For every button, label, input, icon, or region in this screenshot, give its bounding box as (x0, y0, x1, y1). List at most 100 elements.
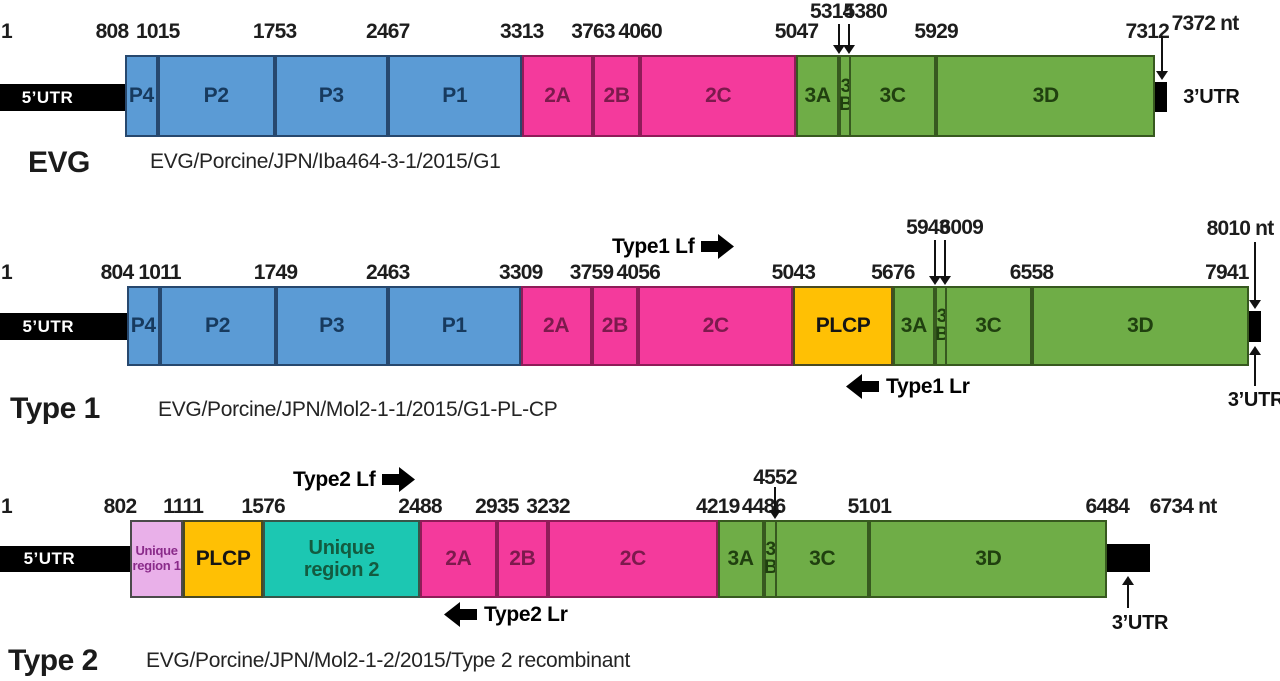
segment-3D: 3D (936, 55, 1156, 137)
segment-2A: 2A (419, 520, 497, 598)
primer-arrow-right-icon (701, 234, 735, 259)
primer-label: Type2 Lr (484, 602, 568, 626)
pointer-arrow-4552 (769, 487, 781, 519)
segment-P2: P2 (157, 55, 275, 137)
pointer-tick-6009: 6009 (939, 216, 983, 239)
segment-P1: P1 (387, 286, 521, 366)
utr3-label: 3’UTR (1111, 612, 1169, 634)
segment-2C: 2C (640, 55, 797, 137)
tick-3309: 3309 (499, 261, 543, 284)
segment-3C: 3C (849, 55, 937, 137)
strain-name-evg: EVG/Porcine/JPN/Iba464-3-1/2015/G1 (150, 150, 501, 173)
utr5-label: 5’UTR (23, 549, 76, 568)
tick-4056: 4056 (616, 261, 660, 284)
pointer-tick-5314: 5314 (809, 0, 854, 23)
utr5-bar (0, 313, 133, 340)
pointer-tick-5380: 5380 (843, 0, 887, 23)
tick-1753: 1753 (252, 20, 297, 43)
tick-808: 808 (95, 20, 129, 43)
segment-label: Unique region 1 (132, 543, 181, 573)
segment-P4: P4 (125, 55, 158, 137)
pointer-tick-4552: 4552 (753, 466, 797, 489)
utr3-pointer-arrow (1249, 346, 1261, 386)
tick-6558: 6558 (1009, 261, 1054, 284)
primer-Type1-Lr: Type1 Lr (845, 373, 970, 400)
primer-arrow-left-icon (444, 602, 477, 627)
pointer-tick-5943: 5943 (906, 216, 950, 239)
segment-P2: P2 (159, 286, 276, 366)
tick-4060: 4060 (618, 20, 662, 43)
utr5-label: 5’UTR (22, 316, 75, 336)
tick-2935: 2935 (475, 495, 519, 518)
tick-1015: 1015 (136, 20, 180, 43)
primer-label: Type1 Lf (612, 234, 695, 258)
utr3-pointer-arrow (1122, 576, 1134, 608)
genome-end-label: 7372 nt (1171, 12, 1240, 35)
primer-Type1-Lf: Type1 Lf (612, 233, 735, 260)
primer-Type2-Lf: Type2 Lf (293, 466, 416, 493)
tick-start: 1 (1, 20, 13, 43)
tick-5101: 5101 (847, 495, 892, 518)
tick-3763: 3763 (571, 20, 615, 43)
utr3-box (1107, 544, 1151, 572)
tick-5047: 5047 (774, 20, 819, 43)
segment-PLCP: PLCP (793, 286, 893, 366)
genome-end-label: 6734 nt (1149, 495, 1218, 518)
tick-4219: 4219 (695, 495, 740, 518)
tick-804: 804 (100, 261, 134, 284)
segment-2B: 2B (593, 55, 641, 137)
pointer-arrow-5943 (928, 240, 941, 285)
utr3-label: 3’UTR (1183, 86, 1240, 108)
row-label-type1: Type 1 (10, 392, 100, 425)
tick-1576: 1576 (241, 495, 285, 518)
segment-P3: P3 (274, 55, 388, 137)
utr3-box (1248, 311, 1261, 342)
segment-P4: P4 (127, 286, 160, 366)
segment-label: Unique region 2 (303, 536, 380, 581)
utr5-label: 5’UTR (21, 87, 74, 107)
primer-Type2-Lr: Type2 Lr (443, 601, 568, 628)
segment-2C: 2C (547, 520, 718, 598)
row-label-evg: EVG (28, 146, 90, 179)
segment-2A: 2A (520, 286, 592, 366)
tick-2463: 2463 (366, 261, 410, 284)
segment-3A: 3A (796, 55, 839, 137)
segment-3C: 3C (775, 520, 870, 598)
tick-start: 1 (1, 495, 13, 518)
segment-3D: 3D (1031, 286, 1249, 366)
tick-7312: 7312 (1125, 20, 1169, 43)
segment-P3: P3 (275, 286, 388, 366)
primer-arrow-left-icon (846, 374, 879, 399)
segment-2B: 2B (591, 286, 639, 366)
primer-label: Type1 Lr (886, 374, 970, 398)
tick-1749: 1749 (253, 261, 298, 284)
segment-Unique-region-1: Unique region 1 (130, 520, 184, 598)
segment-2B: 2B (496, 520, 548, 598)
segment-P1: P1 (387, 55, 522, 137)
tick-start: 1 (1, 261, 13, 284)
tick-7941: 7941 (1205, 261, 1249, 284)
pointer-arrow-6009 (939, 240, 952, 285)
segment-2C: 2C (638, 286, 794, 366)
segment-3C: 3C (945, 286, 1032, 366)
genome-end-arrow (1249, 242, 1261, 309)
segment-Unique-region-2: Unique region 2 (263, 520, 420, 598)
segment-PLCP: PLCP (183, 520, 264, 598)
tick-5043: 5043 (771, 261, 816, 284)
strain-name-type2: EVG/Porcine/JPN/Mol2-1-2/2015/Type 2 rec… (146, 649, 631, 672)
tick-3313: 3313 (500, 20, 544, 43)
tick-5676: 5676 (871, 261, 915, 284)
tick-3232: 3232 (526, 495, 570, 518)
genome-end-label: 8010 nt (1206, 217, 1275, 240)
tick-2488: 2488 (398, 495, 442, 518)
tick-6484: 6484 (1085, 495, 1130, 518)
utr3-label: 3’UTR (1227, 389, 1280, 411)
primer-arrow-right-icon (382, 467, 416, 492)
segment-2A: 2A (521, 55, 594, 137)
strain-name-type1: EVG/Porcine/JPN/Mol2-1-1/2015/G1-PL-CP (158, 398, 558, 421)
genome-end-arrow (1156, 36, 1168, 80)
tick-802: 802 (103, 495, 137, 518)
tick-5929: 5929 (914, 20, 958, 43)
